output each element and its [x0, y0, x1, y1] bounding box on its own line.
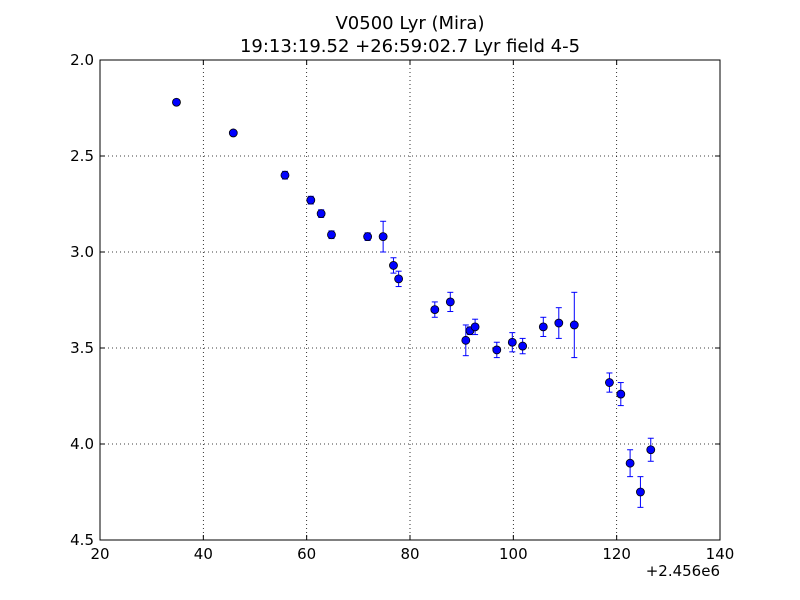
data-point — [228, 128, 238, 138]
data-point — [461, 335, 471, 345]
x-tick-label: 60 — [297, 545, 316, 563]
data-point — [394, 274, 404, 284]
x-tick-label: 120 — [602, 545, 631, 563]
data-point — [518, 341, 528, 351]
x-tick-label: 140 — [706, 545, 735, 563]
x-tick-label: 80 — [400, 545, 419, 563]
data-point — [316, 209, 326, 219]
chart-title: V0500 Lyr (Mira) — [335, 13, 484, 34]
data-point — [389, 261, 398, 270]
chart-subtitle: 19:13:19.52 +26:59:02.7 Lyr field 4-5 — [240, 36, 580, 57]
data-point — [636, 487, 645, 497]
data-series — [172, 97, 656, 508]
data-point — [646, 445, 656, 455]
data-point — [430, 305, 440, 315]
data-point — [280, 170, 290, 180]
data-point — [605, 378, 614, 387]
data-point — [306, 195, 316, 205]
data-point — [507, 337, 517, 347]
data-point — [378, 232, 388, 242]
data-point — [327, 230, 336, 240]
data-point — [538, 322, 548, 332]
data-point — [445, 297, 455, 307]
x-tick-label: 100 — [499, 545, 528, 563]
y-tick-label: 2.5 — [70, 147, 94, 165]
x-tick-label: 40 — [194, 545, 213, 563]
y-tick-label: 4.5 — [70, 531, 94, 549]
y-tick-label: 2.0 — [70, 51, 94, 69]
data-point — [363, 232, 373, 242]
data-point — [625, 458, 635, 468]
y-tick-label: 3.0 — [70, 243, 94, 261]
data-point — [554, 318, 564, 328]
data-point — [470, 322, 480, 332]
x-offset-label: +2.456e6 — [646, 562, 720, 580]
x-tick-label: 20 — [90, 545, 109, 563]
axis-ticks: 20 40 60 80 100 120 140 2.0 2.5 3.0 3.5 4.0 4.5 — [70, 51, 734, 563]
y-tick-label: 4.0 — [70, 435, 94, 453]
grid — [100, 60, 720, 540]
data-point — [569, 320, 579, 330]
data-point — [492, 345, 502, 355]
data-point — [616, 389, 626, 399]
data-point — [172, 97, 181, 107]
y-tick-label: 3.5 — [70, 339, 94, 357]
